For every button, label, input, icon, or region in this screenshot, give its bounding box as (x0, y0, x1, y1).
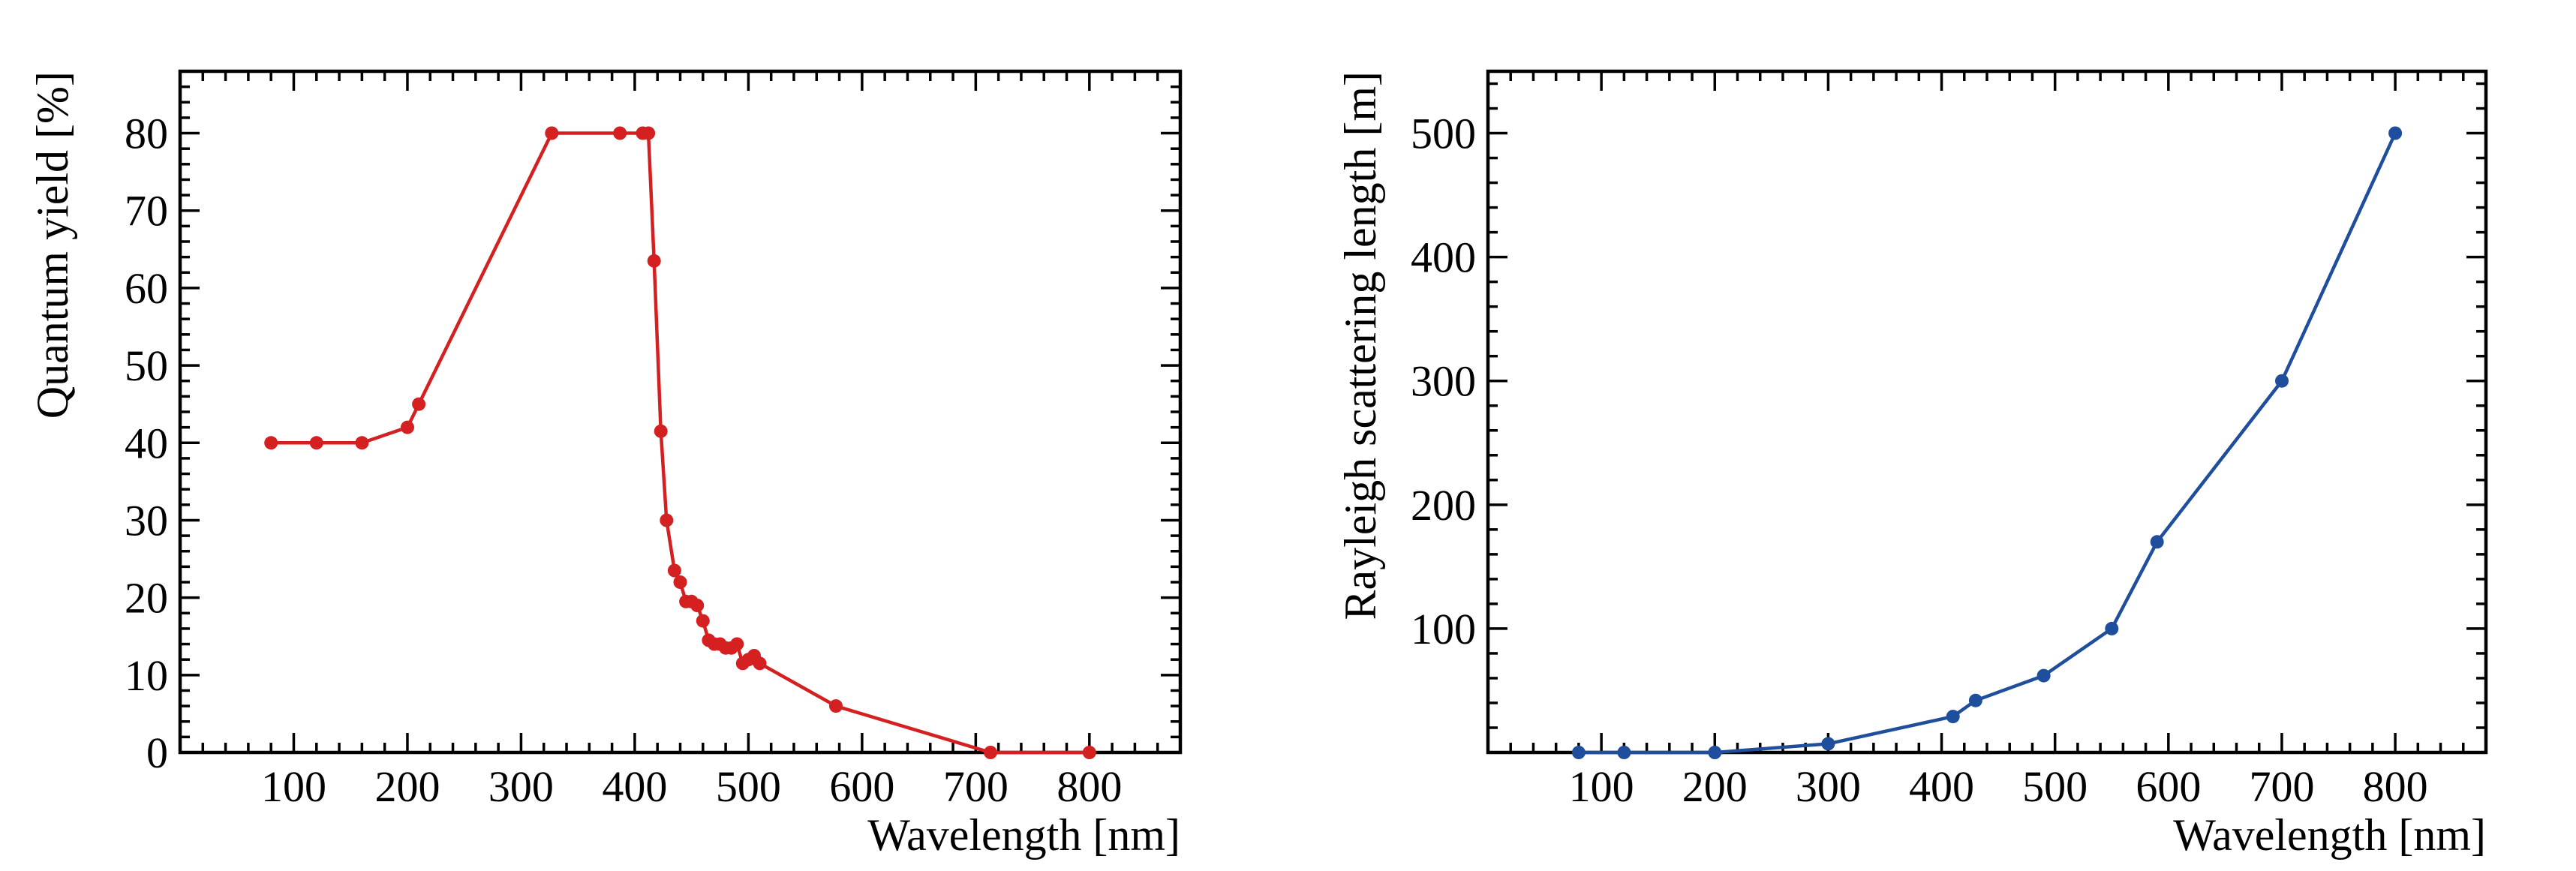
data-point (667, 563, 681, 578)
x-tick-label: 200 (374, 762, 440, 811)
data-point (1946, 710, 1960, 724)
y-tick-label: 500 (1411, 110, 1476, 158)
data-point (264, 436, 278, 450)
y-tick-label: 80 (125, 110, 168, 158)
data-point (660, 513, 674, 527)
series-line (1578, 132, 2397, 755)
data-point (690, 599, 705, 612)
data-point (401, 420, 414, 434)
x-tick-label: 500 (2022, 762, 2088, 811)
data-point (1821, 737, 1835, 751)
x-tick-label: 200 (1682, 762, 1748, 811)
data-point (696, 614, 710, 628)
rayleigh-length-panel: Wavelength [nm] Rayleigh scattering leng… (1336, 69, 2488, 860)
series-line (271, 131, 1090, 755)
data-point (355, 436, 369, 450)
y-tick-label: 50 (125, 341, 168, 390)
y-tick-label: 200 (1411, 481, 1476, 530)
y-tick-label: 400 (1411, 233, 1476, 282)
data-point (2388, 126, 2403, 140)
y-tick-label: 70 (125, 187, 168, 236)
data-point (613, 126, 627, 140)
x-tick-label: 100 (261, 762, 326, 811)
data-point (829, 699, 843, 713)
data-point (1571, 746, 1586, 759)
plot-frame (1486, 69, 2488, 755)
y-axis-label: Rayleigh scattering length [m] (1336, 71, 1385, 620)
data-point (2105, 621, 2119, 635)
y-tick-label: 100 (1411, 605, 1476, 653)
y-tick-label: 300 (1411, 357, 1476, 406)
data-point (984, 746, 997, 759)
data-point (1968, 693, 1982, 707)
x-tick-label: 300 (488, 762, 554, 811)
y-tick-label: 60 (125, 264, 168, 313)
x-tick-label: 800 (1057, 762, 1122, 811)
y-axis-label: Quantum yield [%] (28, 71, 77, 419)
data-point (2036, 668, 2051, 683)
x-tick-label: 600 (829, 762, 894, 811)
y-tick-label: 30 (125, 496, 168, 545)
x-tick-label: 400 (602, 762, 667, 811)
data-point (412, 397, 426, 411)
data-point (2275, 374, 2289, 388)
x-axis-label: Wavelength [nm] (867, 810, 1180, 860)
data-point (545, 126, 559, 140)
quantum-yield-panel: Wavelength [nm] Quantum yield [%] 100 200… (28, 69, 1183, 860)
x-tick-label: 300 (1796, 762, 1861, 811)
data-point (673, 575, 687, 589)
x-tick-label: 100 (1569, 762, 1634, 811)
data-point (753, 656, 767, 671)
x-tick-label: 700 (943, 762, 1008, 811)
data-point (1617, 746, 1631, 759)
x-tick-label: 400 (1909, 762, 1974, 811)
x-tick-label: 800 (2363, 762, 2428, 811)
x-axis-label: Wavelength [nm] (2173, 810, 2486, 860)
x-tick-label: 600 (2136, 762, 2201, 811)
data-point (730, 637, 744, 651)
data-point (2150, 535, 2164, 549)
plot-frame (178, 69, 1183, 755)
data-point (309, 436, 323, 450)
data-point (647, 254, 661, 268)
y-tick-label: 10 (125, 651, 168, 700)
x-tick-label: 700 (2249, 762, 2314, 811)
y-tick-label: 40 (125, 419, 168, 467)
data-point (1708, 746, 1722, 759)
y-tick-label: 0 (146, 728, 168, 777)
y-tick-label: 20 (125, 574, 168, 623)
data-point (654, 424, 668, 438)
x-tick-label: 500 (716, 762, 781, 811)
data-point (642, 126, 656, 140)
data-point (1082, 746, 1096, 759)
